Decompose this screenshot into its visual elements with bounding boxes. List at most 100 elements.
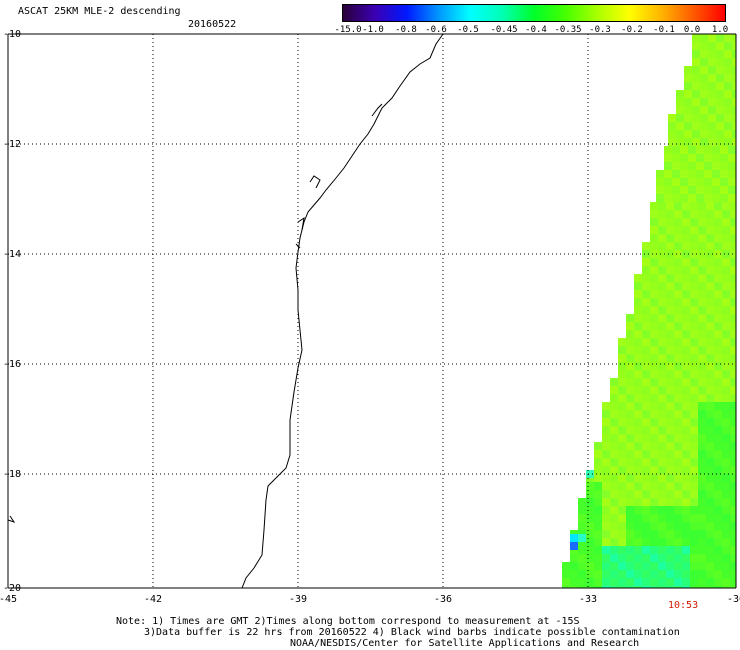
swath-cell [730,290,736,298]
swath-cell [618,338,626,346]
swath-cell [714,458,722,466]
swath-cell [730,506,736,514]
swath-cell [594,498,602,506]
swath-cell [706,330,714,338]
colorbar-tick-label: -0.45 [490,25,518,35]
swath-cell [706,282,714,290]
swath-cell [634,378,642,386]
swath-cell [664,186,672,194]
swath-cell [650,450,658,458]
swath-cell [730,314,736,322]
swath-cell [578,562,586,570]
swath-cell [706,530,714,538]
swath-cell [698,290,706,298]
swath-cell [674,354,682,362]
swath-cell [682,306,690,314]
swath-cell [666,314,674,322]
swath-cell [610,586,618,588]
swath-cell [720,146,728,154]
swath-cell [708,34,716,42]
swath-cell [698,410,706,418]
swath-cell [618,490,626,498]
swath-cell [666,474,674,482]
swath-cell [674,426,682,434]
swath-cell [698,322,706,330]
swath-cell [698,490,706,498]
swath-cell [666,434,674,442]
swath-cell [696,194,704,202]
swath-cell [658,290,666,298]
swath-cell [704,154,712,162]
swath-cell [634,346,642,354]
swath-cell [722,234,730,242]
swath-cell [658,498,666,506]
swath-cell [732,106,736,114]
swath-cell [666,538,674,546]
swath-cell [650,370,658,378]
swath-cell [682,386,690,394]
swath-cell [602,466,610,474]
swath-cell [666,370,674,378]
swath-cell [642,322,650,330]
swath-cell [714,522,722,530]
swath-cell [594,538,602,546]
swath-cell [706,234,714,242]
swath-cell [722,466,730,474]
swath-cell [684,138,692,146]
swath-cell [730,410,736,418]
swath-cell [682,330,690,338]
swath-cell [714,330,722,338]
swath-cell [706,426,714,434]
swath-cell [722,546,730,554]
swath-cell [706,306,714,314]
swath-cell [712,186,720,194]
swath-cell [698,474,706,482]
swath-cell [728,194,736,202]
swath-cell [698,298,706,306]
swath-cell [674,290,682,298]
swath-cell [658,354,666,362]
swath-cell [690,554,698,562]
swath-cell [656,194,664,202]
swath-cell [586,538,594,546]
swath-cell [634,562,642,570]
swath-cell [586,586,594,588]
swath-cell [682,586,690,588]
swath-cell [682,442,690,450]
swath-cell [674,346,682,354]
swath-cell [666,426,674,434]
swath-cell [650,426,658,434]
swath-cell [700,122,708,130]
swath-cell [570,578,578,586]
swath-cell [618,482,626,490]
swath-cell [706,442,714,450]
swath-cell [666,546,674,554]
swath-cell [684,98,692,106]
swath-cell [682,202,690,210]
swath-cell [586,530,594,538]
colorbar-tick-label: -15.0 [334,25,362,35]
swath-cell [634,402,642,410]
swath-cell [730,402,736,410]
swath-cell [578,578,586,586]
swath-cell [722,578,730,586]
swath-cell [650,386,658,394]
swath-cell [634,426,642,434]
swath-cell [698,218,706,226]
swath-cell [682,554,690,562]
swath-cell [698,458,706,466]
swath-cell [634,522,642,530]
swath-cell [690,426,698,434]
swath-cell [586,578,594,586]
swath-cell [714,378,722,386]
swath-cell [658,482,666,490]
swath-cell [650,298,658,306]
swath-cell [586,562,594,570]
swath-cell [610,442,618,450]
swath-cell [680,186,688,194]
swath-cell [642,282,650,290]
swath-cell [658,242,666,250]
swath-cell [708,50,716,58]
colorbar-tick-label: -0.6 [425,25,447,35]
swath-cell [656,186,664,194]
